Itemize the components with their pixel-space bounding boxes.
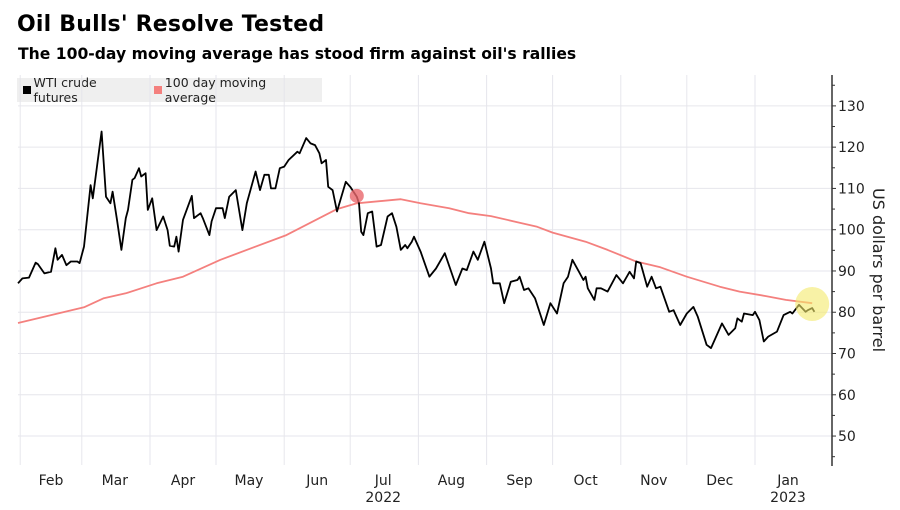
gridlines: [18, 75, 832, 465]
x-tick-label: Dec: [706, 473, 733, 489]
chart-title: Oil Bulls' Resolve Tested: [17, 12, 325, 37]
highlight-markers: [349, 188, 830, 321]
x-tick-label: Jun: [305, 473, 328, 489]
legend-item-moving-average: 100 day moving average: [154, 75, 312, 105]
chart-subtitle: The 100-day moving average has stood fir…: [18, 45, 577, 63]
moving-average-line: [17, 198, 813, 324]
y-tick-label: 90: [838, 264, 856, 280]
x-tick-label: Apr: [171, 473, 195, 489]
x-tick-label: Mar: [102, 473, 129, 489]
x-tick-label: Feb: [39, 473, 64, 489]
highlight-marker-latest: [795, 286, 830, 321]
y-tick-label: 120: [838, 140, 865, 156]
y-tick-label: 80: [838, 305, 856, 321]
y-tick-label: 60: [838, 388, 856, 404]
x-tick-label: Nov: [640, 473, 667, 489]
x-tick-label: May: [235, 473, 264, 489]
y-tick-label: 130: [838, 99, 865, 115]
x-tick-label: Jul: [374, 473, 392, 489]
legend-item-wti: WTI crude futures: [23, 75, 138, 105]
legend: WTI crude futures 100 day moving average: [17, 75, 322, 105]
y-tick-label: 100: [838, 223, 865, 239]
y-tick-label: 110: [838, 181, 865, 197]
y-tick-label: 70: [838, 347, 856, 363]
x-year-label: 2022: [365, 490, 401, 506]
y-axis-label: US dollars per barrel: [869, 188, 888, 352]
axes: 50 60 70 80 90 100 110 120 130 Feb Mar Apr May Jun Jul…: [39, 75, 888, 506]
x-tick-label: Aug: [438, 473, 465, 489]
legend-label-wti: WTI crude futures: [33, 75, 97, 105]
legend-swatch-wti: [23, 86, 31, 94]
series-lines: [17, 130, 816, 349]
legend-label-moving-average: 100 day moving average: [164, 75, 267, 105]
y-tick-label: 50: [838, 429, 856, 445]
highlight-marker-crossover: [349, 188, 364, 203]
x-tick-label: Jan: [776, 473, 799, 489]
x-year-label: 2023: [770, 490, 806, 506]
legend-swatch-moving-average: [154, 86, 162, 94]
x-tick-label: Sep: [506, 473, 533, 489]
x-tick-label: Oct: [573, 473, 598, 489]
wti-crude-futures-line: [17, 130, 816, 349]
